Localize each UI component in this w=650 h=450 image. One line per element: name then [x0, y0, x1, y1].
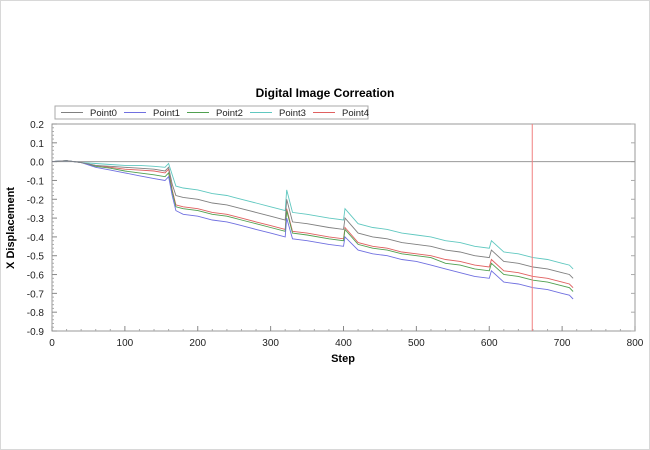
y-tick-label: -0.3	[27, 214, 45, 225]
x-tick-label: 400	[335, 338, 352, 349]
series-line-point0	[51, 160, 574, 279]
series-line-point1	[51, 160, 574, 300]
y-tick-label: 0.1	[30, 139, 44, 150]
y-tick-label: 0.2	[30, 120, 44, 131]
x-tick-label: 800	[627, 338, 644, 349]
x-tick-label: 0	[49, 338, 55, 349]
series-line-point2	[51, 160, 574, 292]
y-tick-label: -0.5	[27, 252, 45, 263]
y-axis-label: X Displacement	[5, 187, 17, 269]
y-tick-label: -0.1	[27, 176, 45, 187]
legend-label: Point3	[279, 108, 306, 119]
x-tick-label: 500	[408, 338, 425, 349]
y-tick-label: -0.4	[27, 233, 45, 244]
legend-label: Point2	[216, 108, 243, 119]
legend: Point0 Point1 Point2 Point3 Point4	[54, 105, 369, 120]
x-tick-label: 700	[554, 338, 571, 349]
chart-title: Digital Image Correation	[256, 86, 395, 100]
x-tick-label: 300	[262, 338, 279, 349]
legend-label: Point1	[153, 108, 180, 119]
y-tick-label: -0.6	[27, 271, 45, 282]
y-tick-label: -0.7	[27, 289, 45, 300]
x-tick-label: 200	[189, 338, 206, 349]
legend-label: Point0	[90, 108, 117, 119]
y-tick-label: 0.0	[30, 158, 44, 169]
y-tick-label: -0.8	[27, 308, 45, 319]
legend-box	[54, 105, 369, 120]
y-tick-label: -0.2	[27, 195, 45, 206]
legend-label: Point4	[342, 108, 369, 119]
plot-area: 0 100 200 300 400 500 600 700 800 0.2 0.1 0.0 -0.1 -0…	[27, 120, 644, 349]
y-tick-label: -0.9	[27, 327, 45, 338]
x-tick-label: 100	[117, 338, 134, 349]
x-axis-label: Step	[331, 353, 355, 365]
series-line-point3	[51, 160, 574, 270]
x-tick-label: 600	[481, 338, 498, 349]
